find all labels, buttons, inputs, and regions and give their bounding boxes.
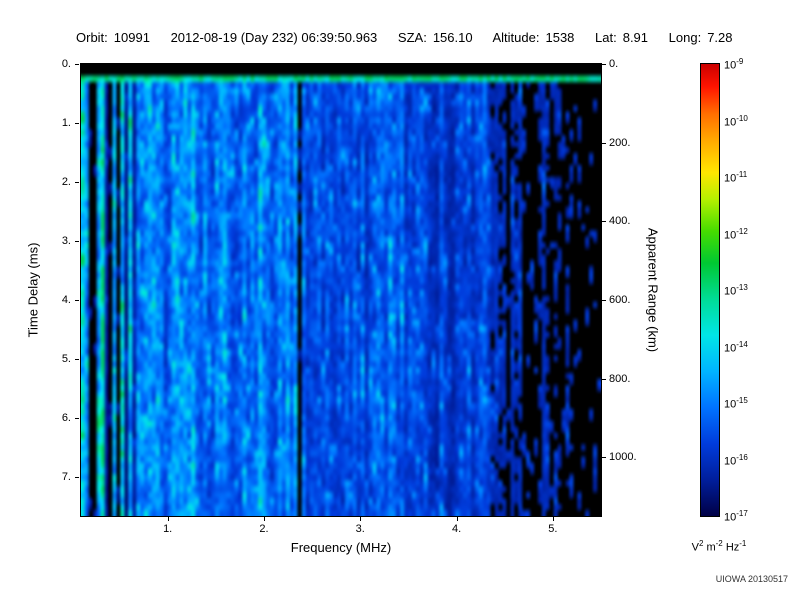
colorbar xyxy=(700,63,720,517)
altitude-value: 1538 xyxy=(545,30,575,45)
left-y-axis-label: Time Delay (ms) xyxy=(25,242,41,338)
spectrogram-plot-area xyxy=(80,63,602,517)
credit-text: UIOWA 20130517 xyxy=(715,574,788,584)
x-axis-label: Frequency (MHz) xyxy=(290,540,392,555)
range-tick-mark xyxy=(602,378,606,380)
y-tick-label: 2. xyxy=(61,176,71,189)
altitude-field: Altitude: 1538 xyxy=(493,30,575,45)
range-tick-mark xyxy=(602,142,606,144)
long-label: Long: xyxy=(668,30,702,45)
range-tick-label: 0. xyxy=(609,58,619,70)
orbit-field: Orbit: 10991 xyxy=(76,30,150,45)
colorbar-tick-label: 10-9 xyxy=(724,57,744,72)
colorbar-tick-label: 10-11 xyxy=(724,170,748,185)
datetime-field: 2012-08-19 (Day 232) 06:39:50.963 xyxy=(171,30,378,45)
sza-field: SZA: 156.10 xyxy=(398,30,473,45)
range-tick-label: 1000. xyxy=(609,451,637,464)
x-tick-mark xyxy=(263,517,265,521)
orbit-value: 10991 xyxy=(113,30,150,45)
sza-value: 156.10 xyxy=(432,30,473,45)
range-tick-mark xyxy=(602,64,606,65)
y-tick-mark xyxy=(75,123,79,124)
header-info-bar: Orbit: 10991 2012-08-19 (Day 232) 06:39:5… xyxy=(76,30,792,45)
y-tick-mark xyxy=(75,300,79,302)
y-tick-mark xyxy=(75,418,79,420)
lat-value: 8.91 xyxy=(622,30,649,45)
x-tick-mark xyxy=(456,517,458,521)
y-tick-label: 0. xyxy=(61,58,71,70)
x-tick-label: 1. xyxy=(163,523,173,535)
long-value: 7.28 xyxy=(707,30,733,45)
y-tick-label: 3. xyxy=(61,235,71,248)
range-tick-label: 400. xyxy=(609,215,631,228)
y-tick-label: 5. xyxy=(61,353,71,366)
altitude-label: Altitude: xyxy=(492,30,540,45)
y-tick-mark xyxy=(75,477,79,479)
lat-field: Lat: 8.91 xyxy=(595,30,648,45)
range-tick-mark xyxy=(602,221,606,223)
datetime-value: 2012-08-19 (Day 232) 06:39:50.963 xyxy=(170,30,378,45)
colorbar-tick-label: 10-17 xyxy=(724,509,748,524)
colorbar-tick-label: 10-16 xyxy=(724,452,748,468)
range-tick-label: 600. xyxy=(609,294,631,307)
lat-label: Lat: xyxy=(595,30,617,45)
colorbar-tick-label: 10-10 xyxy=(724,113,748,129)
y-tick-label: 7. xyxy=(61,471,71,484)
x-tick-label: 3. xyxy=(355,523,365,535)
y-tick-label: 1. xyxy=(61,117,71,129)
y-tick-mark xyxy=(75,182,79,184)
spectrogram-canvas xyxy=(81,64,601,516)
colorbar-tick-label: 10-15 xyxy=(724,396,748,411)
x-tick-mark xyxy=(167,517,169,521)
orbit-label: Orbit: xyxy=(76,30,108,45)
long-field: Long: 7.28 xyxy=(669,30,733,45)
range-tick-mark xyxy=(602,457,606,459)
range-tick-label: 800. xyxy=(609,372,631,385)
y-tick-mark xyxy=(75,359,79,361)
y-tick-label: 6. xyxy=(61,412,71,425)
x-tick-mark xyxy=(360,517,362,521)
colorbar-tick-label: 10-12 xyxy=(724,226,748,242)
x-tick-mark xyxy=(552,517,554,521)
sza-label: SZA: xyxy=(397,30,427,45)
colorbar-tick-label: 10-13 xyxy=(724,283,748,298)
colorbar-gradient xyxy=(701,64,719,516)
range-tick-mark xyxy=(602,300,606,302)
y-tick-mark xyxy=(75,241,79,243)
colorbar-unit-label: V2 m-2 Hz-1 xyxy=(691,539,747,554)
x-tick-label: 2. xyxy=(259,523,269,535)
right-y-axis-label: Apparent Range (km) xyxy=(645,227,661,353)
x-tick-label: 5. xyxy=(548,523,558,535)
x-tick-label: 4. xyxy=(451,523,462,535)
y-tick-label: 4. xyxy=(61,294,71,307)
colorbar-tick-label: 10-14 xyxy=(724,339,748,355)
range-tick-label: 200. xyxy=(609,136,631,149)
y-tick-mark xyxy=(75,64,79,65)
